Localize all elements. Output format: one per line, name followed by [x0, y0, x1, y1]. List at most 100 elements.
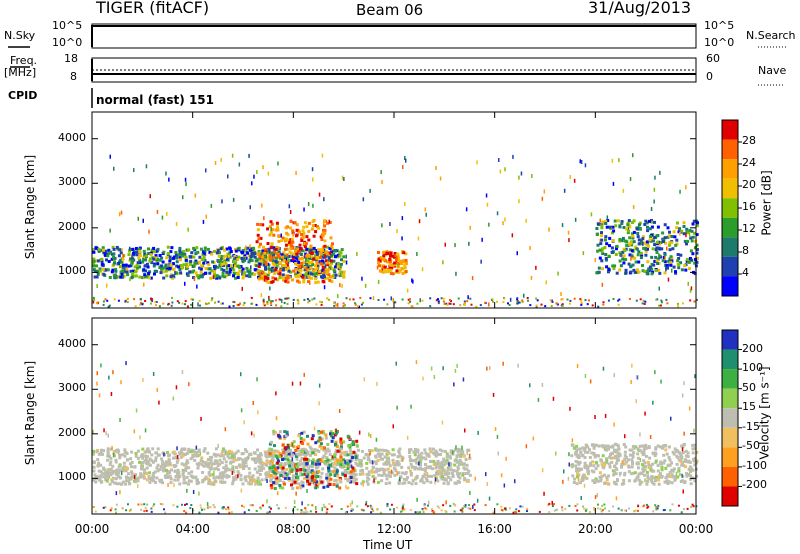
- range-cell: [176, 446, 178, 451]
- range-cell: [501, 509, 504, 512]
- range-cell: [253, 467, 257, 471]
- range-cell: [434, 449, 438, 453]
- range-cell: [449, 478, 453, 482]
- range-cell: [432, 459, 436, 463]
- range-cell: [231, 479, 235, 483]
- range-cell: [256, 228, 260, 232]
- range-cell: [264, 248, 267, 252]
- range-cell: [336, 253, 340, 257]
- range-cell: [223, 449, 227, 453]
- colorbar-swatch: [722, 466, 738, 487]
- range-cell: [98, 269, 102, 273]
- range-cell: [695, 459, 699, 463]
- range-cell: [423, 504, 426, 507]
- range-cell: [149, 257, 152, 261]
- range-cell: [685, 242, 688, 246]
- range-cell: [220, 461, 224, 465]
- range-cell: [205, 303, 208, 306]
- range-cell: [203, 246, 207, 250]
- range-cell: [293, 221, 297, 225]
- range-cell: [306, 258, 310, 262]
- y-tick-label: 4000: [58, 336, 86, 350]
- range-cell: [280, 233, 282, 238]
- range-cell: [268, 510, 271, 513]
- range-cell: [314, 483, 318, 487]
- range-cell: [270, 440, 273, 444]
- range-cell: [269, 474, 273, 477]
- range-cell: [618, 251, 622, 255]
- range-cell: [259, 259, 263, 263]
- range-cell: [410, 404, 412, 409]
- range-cell: [236, 264, 240, 268]
- range-cell: [96, 284, 98, 288]
- range-cell: [245, 274, 249, 278]
- range-cell: [434, 454, 438, 458]
- range-cell: [525, 218, 527, 223]
- range-cell: [376, 449, 380, 452]
- range-cell: [600, 249, 604, 253]
- range-cell: [134, 473, 138, 477]
- range-cell: [274, 263, 278, 267]
- range-cell: [362, 456, 366, 460]
- range-cell: [93, 275, 97, 279]
- range-cell: [251, 254, 255, 258]
- range-cell: [636, 268, 639, 272]
- range-cell: [346, 462, 350, 466]
- range-cell: [560, 292, 562, 296]
- range-cell: [151, 474, 155, 478]
- range-cell: [320, 471, 324, 475]
- range-cell: [586, 470, 590, 473]
- range-cell: [297, 444, 301, 448]
- range-cell: [112, 247, 116, 251]
- range-cell: [152, 372, 155, 376]
- range-cell: [193, 277, 196, 281]
- range-cell: [345, 254, 347, 259]
- range-cell: [197, 481, 201, 485]
- range-cell: [544, 305, 547, 308]
- range-cell: [395, 462, 399, 466]
- range-cell: [273, 449, 277, 453]
- range-cell: [595, 479, 599, 482]
- range-cell: [695, 298, 698, 301]
- range-cell: [443, 472, 447, 476]
- range-cell: [408, 451, 411, 454]
- range-cell: [178, 246, 182, 250]
- beam-title: Beam 06: [356, 1, 424, 19]
- range-cell: [294, 462, 298, 466]
- range-cell: [117, 275, 121, 279]
- range-cell: [645, 271, 649, 275]
- range-cell: [477, 430, 479, 435]
- range-cell: [453, 463, 457, 467]
- range-cell: [330, 261, 333, 265]
- range-cell: [161, 260, 165, 264]
- range-cell: [671, 450, 675, 454]
- range-cell: [168, 461, 172, 465]
- range-cell: [152, 257, 156, 261]
- range-cell: [693, 443, 697, 447]
- range-cell: [666, 302, 669, 305]
- range-cell: [343, 468, 347, 472]
- range-cell: [301, 473, 305, 477]
- range-cell: [276, 461, 280, 465]
- range-cell: [248, 153, 250, 158]
- range-cell: [369, 451, 371, 456]
- range-cell: [613, 422, 615, 427]
- range-cell: [688, 470, 692, 474]
- range-cell: [326, 508, 329, 511]
- range-cell: [424, 457, 428, 461]
- range-cell: [306, 472, 310, 476]
- range-cell: [670, 481, 674, 485]
- range-cell: [677, 504, 680, 507]
- range-cell: [170, 304, 173, 307]
- range-cell: [653, 243, 657, 247]
- range-cell: [222, 447, 225, 451]
- range-cell: [402, 251, 406, 255]
- range-cell: [549, 299, 552, 302]
- range-cell: [401, 271, 405, 275]
- range-cell: [612, 267, 616, 271]
- range-cell: [303, 476, 307, 480]
- range-cell: [664, 444, 668, 448]
- range-cell: [616, 448, 620, 452]
- range-cell: [637, 250, 641, 254]
- range-cell: [205, 168, 207, 173]
